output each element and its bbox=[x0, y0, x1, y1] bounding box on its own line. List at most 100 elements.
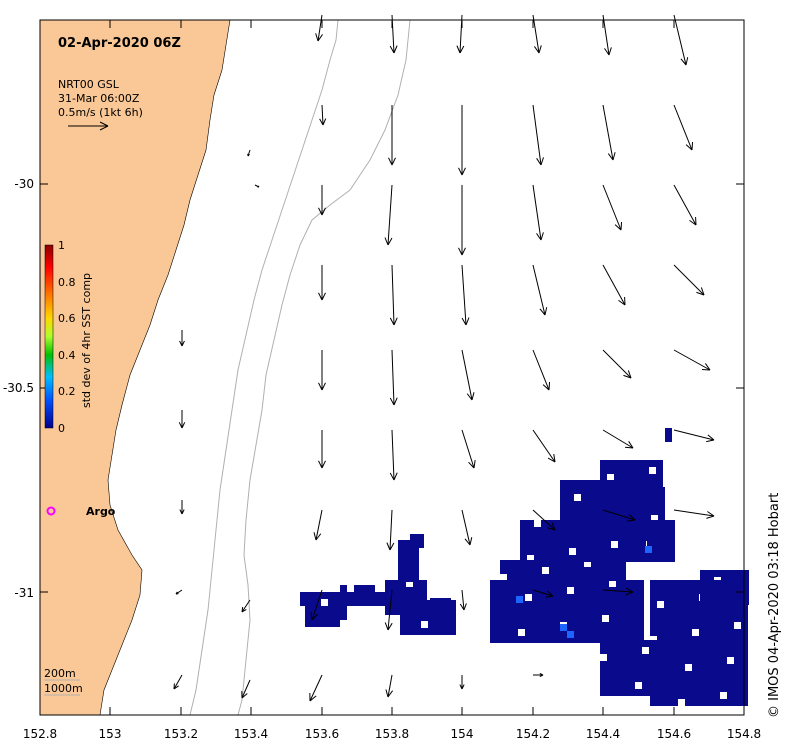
current-arrow bbox=[673, 429, 715, 443]
sst-cell bbox=[541, 548, 548, 555]
sst-cell bbox=[727, 671, 734, 678]
y-tick-label: -31 bbox=[14, 586, 34, 600]
sst-cell bbox=[607, 668, 614, 675]
sst-cell bbox=[607, 654, 614, 661]
sst-cell bbox=[611, 555, 618, 562]
sst-cell bbox=[520, 548, 527, 555]
sst-cell bbox=[664, 580, 671, 587]
sst-cell bbox=[661, 555, 668, 562]
sst-cell bbox=[539, 580, 546, 587]
sst-cell bbox=[511, 629, 518, 636]
sst-cell bbox=[607, 661, 614, 668]
x-tick-label: 154.8 bbox=[727, 727, 761, 741]
sst-cell bbox=[720, 615, 727, 622]
sst-cell bbox=[727, 643, 734, 650]
sst-cell bbox=[595, 601, 602, 608]
sst-cell bbox=[398, 561, 405, 568]
sst-cell bbox=[614, 661, 621, 668]
sst-cell bbox=[385, 608, 392, 615]
sst-cell bbox=[678, 629, 685, 636]
sst-cell bbox=[449, 621, 456, 628]
sst-cell bbox=[560, 515, 567, 522]
sst-cell bbox=[678, 622, 685, 629]
sst-cell bbox=[549, 574, 556, 581]
sst-cell bbox=[616, 580, 623, 587]
sst-cell bbox=[607, 488, 614, 495]
sst-cell bbox=[525, 587, 532, 594]
sst-cell bbox=[699, 629, 706, 636]
sst-cell bbox=[616, 508, 623, 515]
sst-cell bbox=[398, 547, 405, 554]
sst-cell bbox=[539, 615, 546, 622]
sst-cell bbox=[518, 622, 525, 629]
sst-cell bbox=[570, 567, 577, 574]
sst-cell bbox=[700, 570, 707, 577]
sst-cell bbox=[625, 520, 632, 527]
sst-cell bbox=[630, 594, 637, 601]
sst-cell bbox=[618, 534, 625, 541]
sst-cell bbox=[598, 567, 605, 574]
sst-cell bbox=[421, 628, 428, 635]
sst-cell bbox=[497, 580, 504, 587]
sst-cell bbox=[514, 574, 521, 581]
sst-cell bbox=[328, 592, 335, 599]
sst-cell bbox=[541, 555, 548, 562]
sst-cell bbox=[581, 494, 588, 501]
sst-cell bbox=[654, 527, 661, 534]
sst-cell bbox=[590, 555, 597, 562]
sst-cell bbox=[706, 692, 713, 699]
sst-cell bbox=[407, 607, 414, 614]
sst-cell bbox=[649, 640, 656, 647]
sst-cell bbox=[588, 508, 595, 515]
sst-cell bbox=[609, 636, 616, 643]
colorbar-tick-label: 0.8 bbox=[58, 276, 76, 289]
colorbar-tick-label: 0 bbox=[58, 422, 65, 435]
sst-cell bbox=[412, 547, 419, 554]
sst-cell bbox=[632, 527, 639, 534]
sst-cell bbox=[706, 671, 713, 678]
sst-cell bbox=[685, 580, 692, 587]
sst-cell bbox=[632, 541, 639, 548]
sst-cell bbox=[614, 481, 621, 488]
sst-cell bbox=[706, 643, 713, 650]
sst-cell bbox=[435, 628, 442, 635]
sst-cell bbox=[521, 567, 528, 574]
sst-cell bbox=[728, 584, 735, 591]
sst-cell bbox=[642, 675, 649, 682]
sst-cell bbox=[665, 435, 672, 442]
sst-cell bbox=[590, 520, 597, 527]
sst-cell bbox=[581, 587, 588, 594]
sst-cell bbox=[340, 613, 347, 620]
sst-cell bbox=[428, 628, 435, 635]
sst-cell bbox=[576, 527, 583, 534]
sst-cell bbox=[650, 622, 657, 629]
sst-cell bbox=[664, 608, 671, 615]
sst-cell-high bbox=[645, 546, 652, 553]
sst-cell bbox=[414, 607, 421, 614]
sst-cell bbox=[449, 628, 456, 635]
sst-cell bbox=[642, 640, 649, 647]
sst-cell bbox=[527, 520, 534, 527]
sst-cell bbox=[525, 622, 532, 629]
sst-cell bbox=[574, 594, 581, 601]
current-arrow bbox=[318, 350, 326, 391]
sst-cell bbox=[597, 548, 604, 555]
sst-cell bbox=[534, 548, 541, 555]
sst-cell bbox=[621, 675, 628, 682]
sst-cell bbox=[581, 580, 588, 587]
sst-cell bbox=[588, 629, 595, 636]
sst-cell bbox=[657, 629, 664, 636]
sst-cell bbox=[527, 534, 534, 541]
sst-cell bbox=[656, 689, 663, 696]
sst-cell bbox=[656, 682, 663, 689]
sst-cell bbox=[720, 657, 727, 664]
sst-cell bbox=[735, 591, 742, 598]
sst-cell bbox=[539, 629, 546, 636]
sst-cell bbox=[600, 647, 607, 654]
sst-cell bbox=[630, 608, 637, 615]
sst-cell bbox=[535, 567, 542, 574]
sst-cell bbox=[661, 548, 668, 555]
sst-cell bbox=[671, 629, 678, 636]
sst-cell bbox=[623, 587, 630, 594]
sst-cell bbox=[632, 534, 639, 541]
